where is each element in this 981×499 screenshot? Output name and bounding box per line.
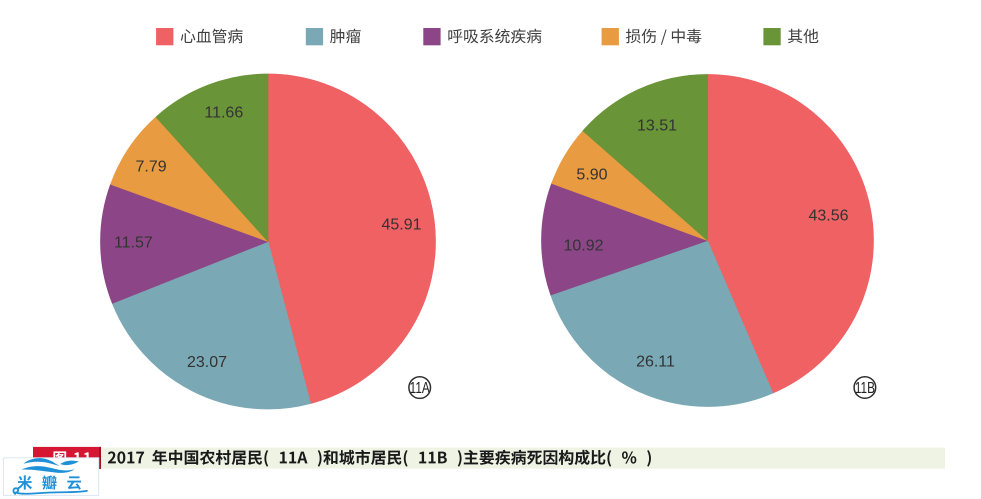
svg-text:11.57: 11.57 [114,234,153,251]
svg-text:11A: 11A [410,379,431,396]
svg-text:26.11: 26.11 [636,353,675,370]
svg-text:7.79: 7.79 [136,158,167,175]
svg-text:23.07: 23.07 [187,354,227,371]
svg-text:10.92: 10.92 [563,237,603,254]
svg-text:11B: 11B [855,379,875,396]
svg-text:45.91: 45.91 [381,216,421,233]
svg-text:43.56: 43.56 [808,207,848,224]
svg-text:11.66: 11.66 [204,104,243,121]
svg-text:5.90: 5.90 [576,166,607,183]
svg-text:13.51: 13.51 [637,117,677,134]
